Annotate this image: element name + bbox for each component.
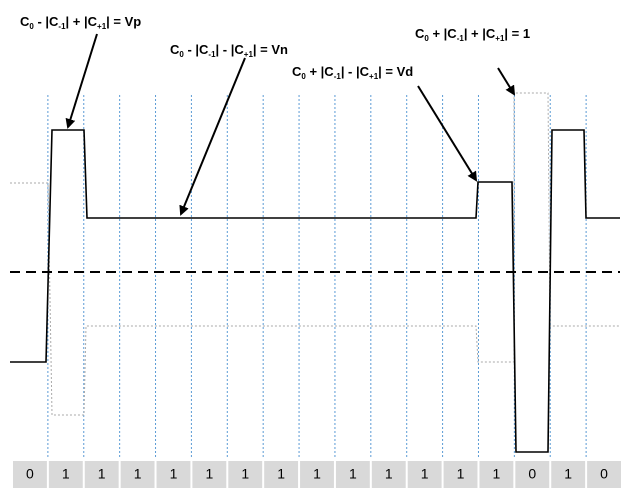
annotation-text: - |C — [184, 42, 209, 57]
bit-grid — [47, 95, 587, 458]
bit-label: 1 — [493, 466, 501, 482]
subscript: +1 — [97, 22, 107, 31]
bit-label: 0 — [26, 466, 34, 482]
bit-label: 1 — [170, 466, 178, 482]
arrow — [497, 67, 516, 96]
arrow — [417, 85, 478, 182]
bit-label: 1 — [457, 466, 465, 482]
arrow — [179, 57, 246, 216]
bit-cell — [228, 461, 263, 488]
bit-cell — [192, 461, 227, 488]
annotation: C0 + |C-1| + |C+1| = 1 — [415, 26, 530, 43]
bit-cell — [551, 461, 586, 488]
bit-cell — [120, 461, 155, 488]
subscript: +1 — [244, 50, 254, 59]
bit-cell — [443, 461, 478, 488]
bit-label: 1 — [421, 466, 429, 482]
annotation-text: + |C — [429, 26, 457, 41]
bit-label: 1 — [349, 466, 357, 482]
annotation-text: C — [20, 14, 30, 29]
reference-waveform — [10, 92, 620, 416]
bit-cell — [371, 461, 406, 488]
bit-label: 1 — [62, 466, 70, 482]
bit-label: 0 — [600, 466, 608, 482]
annotation-text: | + |C — [464, 26, 496, 41]
bit-cell — [407, 461, 442, 488]
annotation-text: | = Vn — [253, 42, 288, 57]
subscript: -1 — [208, 50, 216, 59]
subscript: +1 — [369, 72, 379, 81]
bit-label: 1 — [277, 466, 285, 482]
annotation-text: C — [415, 26, 425, 41]
waveform — [10, 129, 620, 453]
annotation: C0 - |C-1| - |C+1| = Vn — [170, 42, 288, 59]
bit-cell — [13, 461, 47, 488]
bit-cell — [587, 461, 621, 488]
subscript: -1 — [457, 34, 465, 43]
annotation-text: | + |C — [66, 14, 98, 29]
bit-label: 1 — [313, 466, 321, 482]
bit-cell — [84, 461, 119, 488]
annotation-text: | = 1 — [504, 26, 530, 41]
bit-cell — [48, 461, 83, 488]
annotation-text: - |C — [34, 14, 59, 29]
arrow — [65, 33, 98, 129]
annotation: C0 + |C-1| - |C+1| = Vd — [292, 64, 413, 81]
subscript: 0 — [179, 50, 184, 59]
annotation-text: | = Vd — [378, 64, 413, 79]
bit-row: 0 1 1 1 1 1 1 1 1 1 1 1 1 1 0 1 0 — [13, 461, 621, 488]
bit-cell — [335, 461, 370, 488]
annotation-text: C — [170, 42, 180, 57]
subscript: 0 — [29, 22, 34, 31]
annotation: C0 - |C-1| + |C+1| = Vp — [20, 14, 141, 31]
bit-cell — [479, 461, 514, 488]
subscript: -1 — [334, 72, 342, 81]
annotation-text: | = Vp — [106, 14, 141, 29]
annotation-text: | - |C — [341, 64, 370, 79]
bit-label: 1 — [205, 466, 213, 482]
bit-label: 1 — [134, 466, 142, 482]
subscript: -1 — [58, 22, 66, 31]
bit-label: 1 — [241, 466, 249, 482]
annotation-text: | - |C — [216, 42, 245, 57]
subscript: 0 — [424, 34, 429, 43]
bit-label: 1 — [385, 466, 393, 482]
bit-cell — [300, 461, 334, 488]
bit-label: 1 — [98, 466, 106, 482]
bit-cell — [515, 461, 550, 488]
bit-cell — [156, 461, 191, 488]
bit-label: 1 — [564, 466, 572, 482]
annotation-text: C — [292, 64, 302, 79]
subscript: +1 — [495, 34, 505, 43]
annotation-text: + |C — [306, 64, 334, 79]
bit-cell — [264, 461, 299, 488]
subscript: 0 — [301, 72, 306, 81]
bit-label: 0 — [528, 466, 536, 482]
